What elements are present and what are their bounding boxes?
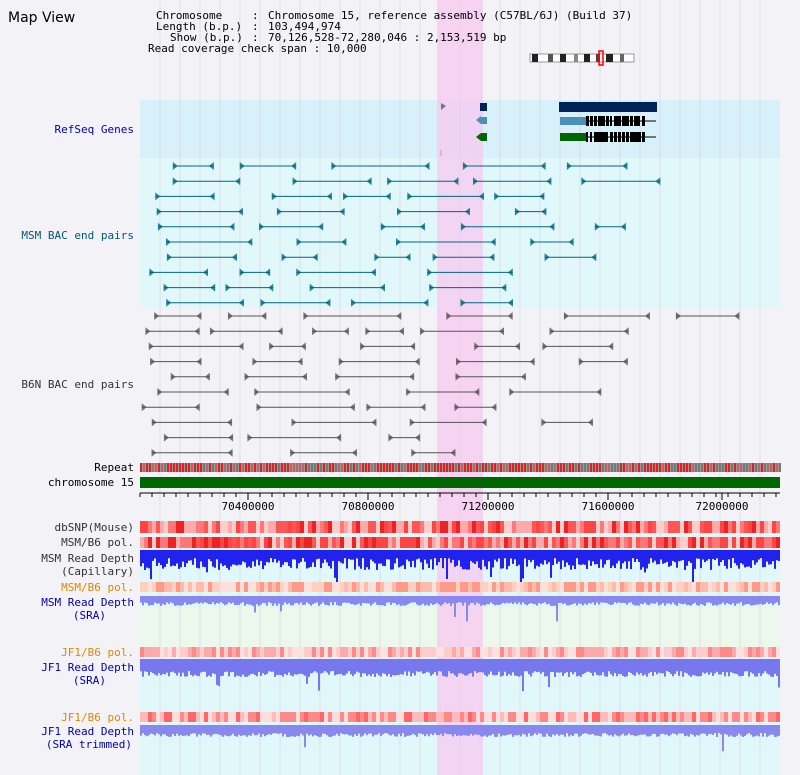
refseq-genes[interactable] xyxy=(440,102,657,156)
track-label-jf1-depth-sra: JF1 Read Depth (SRA) xyxy=(41,661,134,687)
chromosome-key: Chromosome xyxy=(156,9,223,22)
ideogram-position-marker xyxy=(598,50,604,66)
chromosome-value: Chromosome 15, reference assembly (C57BL… xyxy=(268,9,633,22)
page-title: Map View xyxy=(8,10,76,26)
length-value: 103,494,974 xyxy=(268,20,341,33)
repeat-bar[interactable] xyxy=(140,463,781,472)
length-key: Length (b.p.) xyxy=(156,20,243,33)
highlight-region[interactable] xyxy=(437,0,483,775)
dbsnp-heat-track[interactable] xyxy=(140,521,780,533)
track-label-msm-depth-sra: MSM Read Depth (SRA) xyxy=(41,596,134,622)
track-label-jf1-depth-trimmed: JF1 Read Depth (SRA trimmed) xyxy=(41,725,134,751)
coverage-value: 10,000 xyxy=(326,42,367,55)
chromosome-bar[interactable] xyxy=(140,477,780,488)
track-label-msm-bac: MSM BAC end pairs xyxy=(21,229,134,242)
track-label-msm-depth-capillary: MSM Read Depth (Capillary) xyxy=(41,552,134,578)
track-label-repeat: Repeat xyxy=(94,461,134,474)
track-label-msm-b6-pol-2: MSM/B6 pol. xyxy=(61,581,134,594)
b6n-bac-pairs[interactable] xyxy=(141,312,740,457)
msm-b6-pol-track-1[interactable] xyxy=(140,537,780,548)
gene-bar-dark[interactable] xyxy=(559,102,657,112)
msm-bac-pairs[interactable] xyxy=(149,162,661,307)
gene-bar-mid[interactable] xyxy=(560,117,586,125)
track-label-dbsnp: dbSNP(Mouse) xyxy=(54,521,134,534)
msm-read-depth-capillary[interactable] xyxy=(140,550,780,587)
vertical-grid xyxy=(159,0,761,775)
show-value: 70,126,528-72,280,046 : 2,153,519 bp xyxy=(268,31,507,44)
axis-tick-label: 70400000 xyxy=(222,500,275,513)
axis-tick-label: 71600000 xyxy=(582,500,635,513)
gene-exons xyxy=(586,116,656,142)
axis-tick-label: 71200000 xyxy=(462,500,515,513)
track-label-refseq: RefSeq Genes xyxy=(54,123,134,136)
gene-bar-green[interactable] xyxy=(560,133,586,141)
jf1-read-depth-trimmed[interactable] xyxy=(140,725,780,752)
jf1-read-depth-sra[interactable] xyxy=(140,659,780,692)
show-key: Show (b.p.) xyxy=(170,31,243,44)
jf1-b6-pol-track-1[interactable] xyxy=(140,647,780,657)
axis-tick-label: 72000000 xyxy=(696,500,749,513)
track-label-msm-b6-pol-1: MSM/B6 pol. xyxy=(61,536,134,549)
coverage-key: Read coverage check span xyxy=(148,42,307,55)
track-label-b6n-bac: B6N BAC end pairs xyxy=(21,378,134,391)
assembly-info: Chromosome: Chromosome 15, reference ass… xyxy=(148,9,633,55)
axis-tick-label: 70800000 xyxy=(342,500,395,513)
track-label-jf1-b6-pol-2: JF1/B6 pol. xyxy=(61,711,134,724)
jf1-b6-pol-track-2[interactable] xyxy=(140,712,780,722)
track-label-chromosome: chromosome 15 xyxy=(47,476,134,489)
right-margin xyxy=(780,0,800,775)
chromosome-ideogram[interactable] xyxy=(529,50,635,66)
axis: 70400000 70800000 71200000 71600000 72000000 xyxy=(139,492,780,513)
msm-read-depth-sra[interactable] xyxy=(140,596,780,622)
track-label-jf1-b6-pol-1: JF1/B6 pol. xyxy=(61,646,134,659)
msm-b6-pol-track-2[interactable] xyxy=(140,582,780,592)
